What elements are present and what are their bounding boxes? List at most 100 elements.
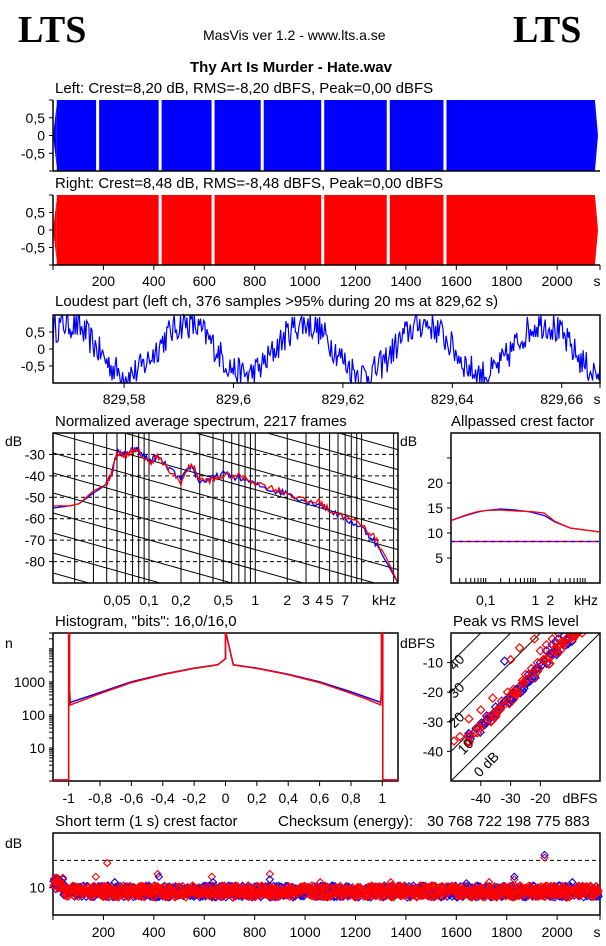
histogram-ytick-label: 10 xyxy=(29,740,45,756)
right-waveform-xtick-label: 2000 xyxy=(542,273,573,289)
short-term-point-right xyxy=(343,892,353,901)
loudest-part-xtick-label: 829,64 xyxy=(431,391,474,407)
peak-rms-crest-label: 40 xyxy=(445,651,467,673)
peak-rms-point-right xyxy=(475,705,486,715)
short-term-outlier-left xyxy=(110,877,120,887)
file-title: Thy Art Is Murder - Hate.wav xyxy=(190,59,392,76)
allpassed-xtick-label: 0,1 xyxy=(476,592,496,608)
peak-rms-point-right xyxy=(487,693,498,703)
spectrum-xtick-label: 0,1 xyxy=(139,592,159,608)
right-waveform-xunit: s xyxy=(594,273,601,289)
allpassed-frame xyxy=(450,432,601,584)
peak-rms-point-right xyxy=(519,678,529,689)
peak-rms-crest-line xyxy=(451,633,482,663)
peak-rms-crest-label: 20 xyxy=(445,708,467,730)
spectrum-xtick-label: 1 xyxy=(251,592,259,608)
histogram-ytick-label: 100 xyxy=(22,707,46,723)
peak-rms-xlabel: dBFS xyxy=(562,790,597,806)
peak-rms-point-right xyxy=(517,675,528,686)
histogram-xtick-label: 0,4 xyxy=(278,790,298,806)
right-waveform-xtick-label: 1200 xyxy=(340,273,371,289)
peak-rms-point-right xyxy=(476,719,487,730)
peak-rms-point-right xyxy=(493,704,503,715)
right-waveform-ytick-label: 0 xyxy=(37,222,45,238)
short-term-outlier-left xyxy=(510,872,519,882)
right-waveform-ytick-label: 0,5 xyxy=(26,205,46,221)
peak-rms-point-right xyxy=(499,699,510,710)
short-term-outlier-right xyxy=(102,858,112,868)
peak-rms-point-right xyxy=(563,633,573,643)
left-waveform-ytick-label: -0,5 xyxy=(21,145,45,161)
spectrum-xtick-label: 2 xyxy=(283,592,291,608)
spectrum-xtick-label: 7 xyxy=(341,592,349,608)
short-term-outlier-left xyxy=(462,879,471,888)
right-waveform-group xyxy=(53,195,598,265)
peak-rms-point-right xyxy=(470,727,480,738)
peak-rms-group xyxy=(451,633,600,781)
short-term-point-right xyxy=(507,892,517,902)
spectrum-xtick-label: 0,2 xyxy=(171,592,191,608)
short-term-outlier-right xyxy=(265,869,275,879)
peak-rms-point-right xyxy=(504,698,514,709)
short-term-outlier-left xyxy=(154,872,164,882)
histogram-title: Histogram, "bits": 16,0/16,0 xyxy=(55,613,237,630)
loudest-part-xunit: s xyxy=(594,391,601,407)
short-term-outlier-left xyxy=(567,877,577,887)
peak-rms-point-right xyxy=(489,712,499,723)
loudest-part-title: Loudest part (left ch, 376 samples >95% … xyxy=(55,293,499,310)
peak-rms-point-right xyxy=(508,684,519,695)
peak-rms-point-right xyxy=(505,654,516,665)
spectrum-diagonal xyxy=(53,512,305,583)
spectrum-diagonal xyxy=(53,433,398,531)
short-term-outlier-right xyxy=(315,877,325,887)
peak-rms-point-right xyxy=(535,645,546,656)
histogram-line-right xyxy=(53,632,398,781)
right-waveform-xtick-label: 200 xyxy=(92,273,116,289)
spectrum-xtick-label: 3 xyxy=(302,592,310,608)
spectrum-diagonal xyxy=(53,333,398,430)
histogram-xtick-label: -1 xyxy=(62,790,75,806)
peak-rms-point-right xyxy=(463,736,473,747)
short-term-xtick-label: 600 xyxy=(193,924,217,940)
histogram-xtick-label: -0,4 xyxy=(151,790,175,806)
peak-rms-point-right xyxy=(547,634,558,644)
short-term-xtick-label: 800 xyxy=(243,924,267,940)
short-term-point-right xyxy=(111,882,120,892)
spectrum-xtick-label: 0,05 xyxy=(103,592,130,608)
histogram-xtick-label: 0,8 xyxy=(341,790,361,806)
short-term-point-right xyxy=(106,883,115,893)
right-waveform-ytick-label: -0,5 xyxy=(21,240,45,256)
short-term-point-right xyxy=(484,885,494,895)
peak-rms-ytick-label: -10 xyxy=(423,655,443,671)
short-term-title: Short term (1 s) crest factor xyxy=(55,813,238,830)
logo-right: LTS xyxy=(513,9,582,51)
left-waveform-fill xyxy=(56,100,595,171)
spectrum-ytick-label: -50 xyxy=(25,489,45,505)
allpassed-ytick-label: 5 xyxy=(435,550,443,566)
peak-rms-point-right xyxy=(464,713,474,724)
right-waveform-title: Right: Crest=8,48 dB, RMS=-8,48 dBFS, Pe… xyxy=(55,175,444,192)
peak-rms-point-right xyxy=(496,696,507,706)
right-waveform-gap xyxy=(211,195,215,265)
allpassed-title: Allpassed crest factor xyxy=(451,413,595,430)
logo-left: LTS xyxy=(18,9,87,51)
left-waveform-gap xyxy=(386,100,390,171)
histogram-xtick-label: -0,6 xyxy=(119,790,143,806)
spectrum-xunit: kHz xyxy=(372,592,396,608)
short-term-point-right xyxy=(319,892,329,902)
short-term-point-right xyxy=(562,893,572,902)
short-term-ylabel: dB xyxy=(5,835,22,851)
spectrum-diagonal xyxy=(53,552,162,583)
spectrum-xtick-label: 0,5 xyxy=(214,592,234,608)
short-term-point-right xyxy=(52,873,62,882)
peak-rms-point-right xyxy=(551,644,562,654)
short-term-outlier-right xyxy=(386,877,396,887)
short-term-point-right xyxy=(320,882,329,892)
peak-rms-crest-line xyxy=(451,633,571,752)
spectrum-diagonal xyxy=(265,433,398,471)
spectrum-xtick-label: 5 xyxy=(326,592,334,608)
app-title: MasVis ver 1.2 - www.lts.a.se xyxy=(203,27,386,43)
left-waveform-fade-out xyxy=(594,100,598,171)
short-term-point-right xyxy=(422,891,432,900)
short-term-point-right xyxy=(207,893,217,902)
